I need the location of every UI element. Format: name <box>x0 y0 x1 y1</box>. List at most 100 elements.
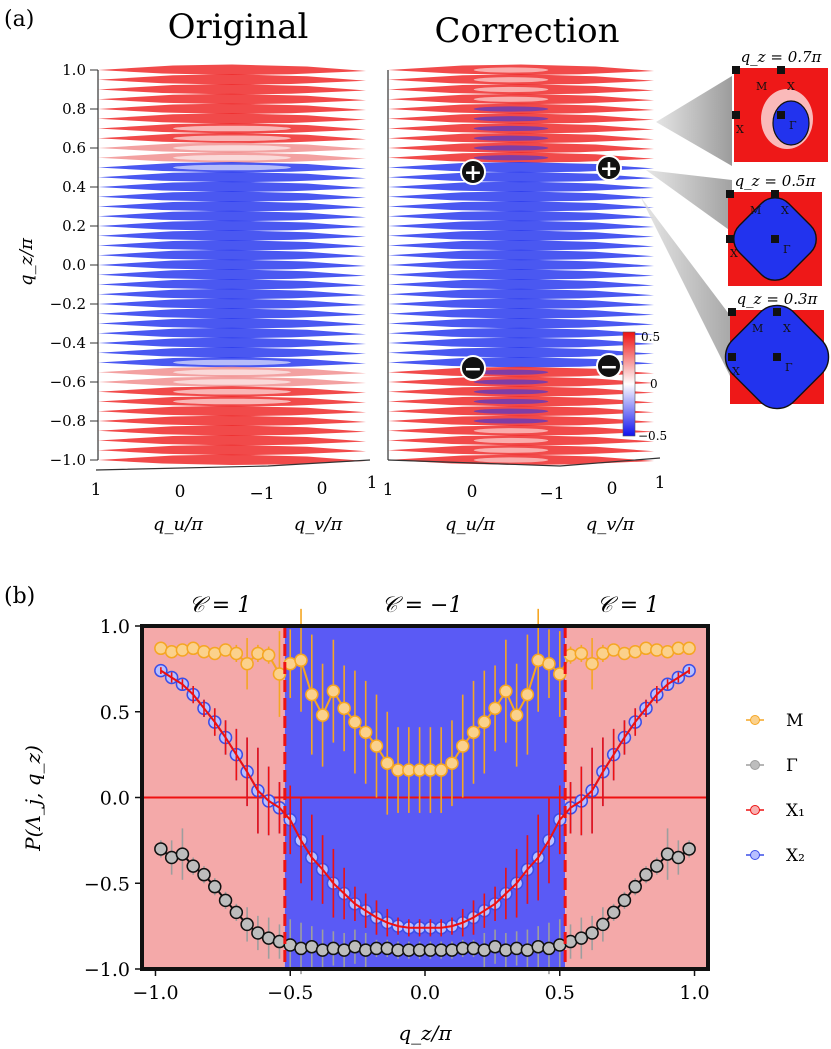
qz-slice <box>388 318 654 329</box>
data-point <box>261 648 276 662</box>
slice-core <box>473 398 549 405</box>
v-tick-label: 0 <box>317 479 328 499</box>
y-tick-label: 1.0 <box>100 616 130 638</box>
slice-highlight <box>173 135 291 142</box>
slice-core <box>473 369 549 375</box>
chern-label-left: 𝒞 = 1 <box>189 593 251 618</box>
data-point <box>445 756 459 770</box>
legend-marker <box>750 715 760 725</box>
data-point <box>639 641 653 656</box>
inset-callout-wedge <box>640 196 732 380</box>
slice-core <box>473 155 549 161</box>
slice-core <box>473 125 549 132</box>
qz-slice <box>388 347 654 358</box>
slice-core <box>473 96 549 102</box>
charge-sign: − <box>600 354 618 380</box>
series-X_1 <box>160 667 690 937</box>
monopole-minus-marker: − <box>460 355 486 382</box>
data-point <box>251 926 265 940</box>
colorbar-max: 0.5 <box>641 330 660 344</box>
slice-highlight <box>173 369 291 376</box>
v-tick-label: 0 <box>607 479 618 499</box>
slice-core <box>473 389 549 395</box>
colorbar-min: −0.5 <box>638 429 667 443</box>
symmetry-point-label: Γ <box>789 119 797 132</box>
data-point <box>218 893 233 908</box>
u-ticks-original: 1 0 −1 0 1 <box>91 473 378 504</box>
data-point <box>164 644 179 659</box>
slice-core <box>473 77 549 83</box>
data-point <box>358 943 373 957</box>
charge-sign: + <box>464 160 482 186</box>
qz-slice <box>98 298 366 309</box>
colorbar: 0.5 0 −0.5 <box>622 330 667 443</box>
data-point <box>294 653 308 668</box>
qz-slice <box>388 181 654 192</box>
charge-sign: + <box>600 156 618 182</box>
symmetry-point-label: Γ <box>785 361 793 374</box>
panel-a-label: (a) <box>4 7 34 32</box>
qz-slice <box>388 288 654 300</box>
qz-slice <box>98 259 366 270</box>
data-point <box>585 656 599 671</box>
qz-slice <box>388 220 654 231</box>
data-point <box>305 687 319 702</box>
legend-label: X₁ <box>786 801 805 821</box>
u-ticks-correction: 1 0 −1 0 1 <box>383 473 666 504</box>
series-Γ <box>154 828 696 975</box>
stack-original <box>97 64 366 465</box>
data-point <box>434 763 448 777</box>
z-tick-label: −0.4 <box>50 334 86 352</box>
u-tick-label: −1 <box>539 484 564 504</box>
y-axis-label: P(Λ_j, q_z) <box>21 745 45 852</box>
data-point <box>606 905 621 920</box>
qz-slice <box>98 415 366 426</box>
slice-inset: q_z = 0.5π M X X Γ <box>726 172 822 286</box>
symmetry-point-label: X <box>787 80 795 93</box>
data-point <box>542 656 556 671</box>
slice-inset: q_z = 0.7π M X X Γ <box>732 48 828 162</box>
qz-slice <box>388 279 654 290</box>
qz-slice <box>98 103 366 114</box>
inset-callout-wedge <box>656 76 732 166</box>
data-point <box>477 715 492 729</box>
qz-slice <box>388 308 654 319</box>
qz-slice <box>98 269 366 280</box>
u-tick-label: 0 <box>467 482 478 502</box>
y-tick-label: −1.0 <box>84 959 130 981</box>
v-axis-label: q_v/π <box>586 514 636 535</box>
data-point <box>251 646 265 661</box>
legend-marker <box>750 805 760 815</box>
v-tick-label: 1 <box>655 473 666 493</box>
qz-slice <box>388 171 654 183</box>
qz-slice <box>98 191 366 202</box>
data-point <box>229 646 244 661</box>
data-point <box>671 850 686 865</box>
legend-label: M <box>786 711 803 731</box>
qz-slice <box>388 249 654 261</box>
data-point <box>272 667 287 681</box>
qz-slice <box>98 327 366 339</box>
qz-slice <box>98 210 366 222</box>
data-point <box>596 917 610 932</box>
symmetry-point-marker <box>726 190 734 198</box>
data-point <box>628 879 642 894</box>
inset-callout-wedge <box>646 170 732 232</box>
data-point <box>499 684 513 698</box>
slice-highlight <box>173 125 291 132</box>
qz-slice <box>98 181 366 192</box>
data-point <box>294 941 308 956</box>
z-tick-label: 0.8 <box>62 100 86 118</box>
symmetry-point-marker <box>726 235 734 243</box>
symmetry-point-label: X <box>732 365 740 378</box>
qz-slice <box>388 191 654 202</box>
slice-highlight <box>173 359 291 366</box>
qz-slice <box>388 201 654 212</box>
slice-core <box>473 106 549 112</box>
z-tick-label: 0.0 <box>62 256 86 274</box>
panel-b-label: (b) <box>4 584 35 609</box>
data-point <box>369 739 384 753</box>
data-point <box>240 656 254 671</box>
x-tick-label: −0.5 <box>267 982 313 1004</box>
qz-slice <box>98 220 366 231</box>
